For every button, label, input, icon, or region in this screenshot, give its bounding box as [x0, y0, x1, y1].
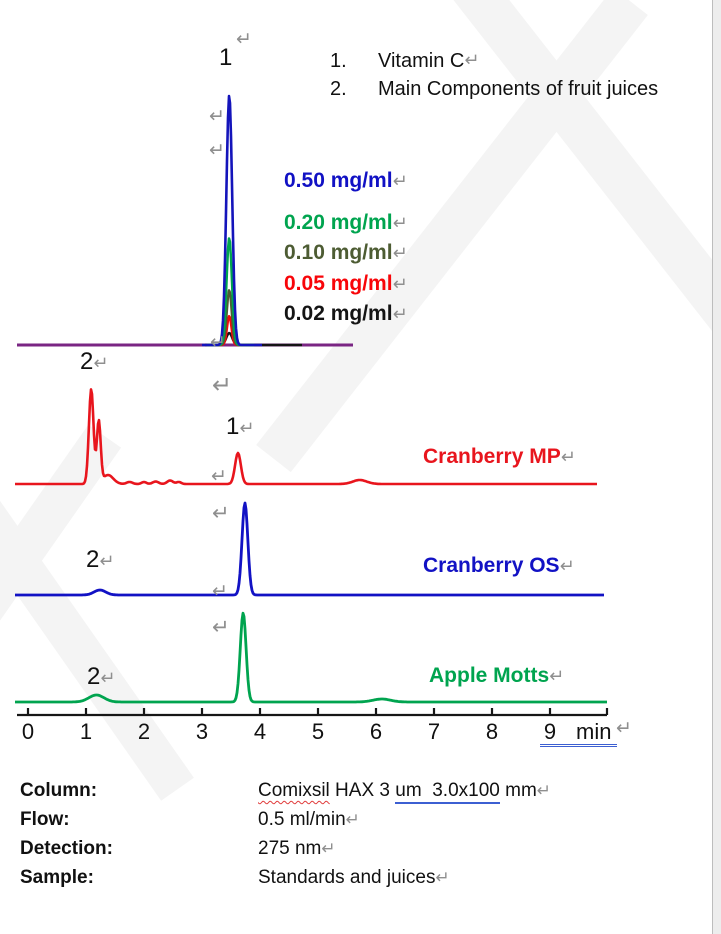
legend-text-vitamin-c: Vitamin C [378, 50, 465, 72]
sample-name: Cranberry OS [423, 554, 560, 577]
mp-peak1-label: 1↵ [226, 415, 254, 439]
return-mark-icon: ↵ [212, 502, 230, 525]
axis-tick-label-4: 4 [253, 719, 267, 744]
sample-label-cranberry-mp: Cranberry MP↵ [423, 446, 576, 467]
legend-line-1: 1. Vitamin C ↵ [330, 50, 479, 73]
axis-tick-label-5: 5 [311, 719, 325, 744]
return-mark-icon: ↵ [392, 304, 408, 324]
return-mark-icon: ↵ [559, 556, 575, 576]
return-mark-icon: ↵ [236, 29, 252, 50]
axis-unit-label: min [576, 719, 612, 744]
concentration-label-010: 0.10 mg/ml↵ [284, 242, 408, 263]
return-mark-icon: ↵ [209, 140, 225, 161]
trace-cranberry-mp [14, 388, 598, 486]
concentration-text: 0.20 mg/ml [284, 211, 393, 234]
info-value-part: 0.5 ml/min [258, 809, 346, 830]
return-mark-icon: ↵ [345, 810, 360, 829]
sample-label-apple-motts: Apple Motts↵ [429, 665, 564, 686]
concentration-text: 0.02 mg/ml [284, 302, 393, 325]
legend-line-2: 2. Main Components of fruit juices [330, 78, 712, 101]
grammar-underline [540, 744, 617, 747]
return-mark-icon: ↵ [239, 418, 255, 438]
info-label: Flow: [20, 809, 70, 830]
return-mark-icon: ↵ [549, 666, 565, 686]
return-mark-icon: ↵ [93, 353, 109, 373]
standards-peak-label: 1 [219, 44, 233, 71]
info-label: Detection: [20, 838, 113, 859]
axis-tick-label-2: 2 [137, 719, 151, 744]
axis-tick-label-3: 3 [195, 719, 209, 744]
concentration-label-005: 0.05 mg/ml↵ [284, 273, 408, 294]
return-mark-icon: ↵ [392, 243, 408, 263]
info-label: Column: [20, 780, 98, 801]
trace-std-0-50 [201, 94, 263, 347]
axis-tick-label-1: 1 [79, 719, 93, 744]
return-mark-icon: ↵ [100, 668, 116, 688]
info-value-part: um 3.0x100 [395, 780, 500, 804]
concentration-label-002: 0.02 mg/ml↵ [284, 303, 408, 324]
axis-tick-label-0: 0 [21, 719, 35, 744]
trace-apple-motts [14, 611, 608, 704]
info-value-part: HAX 3 [329, 780, 396, 801]
return-mark-icon: ↵ [210, 332, 226, 353]
info-row-flow: Flow: 0.5 ml/min↵ [20, 809, 710, 831]
axis-tick-label-9: 9 [543, 719, 557, 744]
return-mark-icon: ↵ [616, 718, 632, 739]
info-row-column: Column: Comixsil HAX 3 um 3.0x100 mm↵ [20, 780, 710, 804]
info-value-part: mm [499, 780, 537, 801]
sample-name: Cranberry MP [423, 445, 561, 468]
info-row-sample: Sample: Standards and juices↵ [20, 867, 710, 889]
return-mark-icon: ↵ [435, 868, 450, 887]
peak-number: 1 [226, 413, 240, 440]
return-mark-icon: ↵ [392, 171, 408, 191]
concentration-text: 0.10 mg/ml [284, 241, 393, 264]
peak-number: 2 [86, 546, 100, 573]
return-mark-icon: ↵ [536, 781, 552, 800]
return-mark-icon: ↵ [560, 447, 576, 467]
info-value-part: 275 nm [258, 838, 322, 859]
concentration-label-020: 0.20 mg/ml↵ [284, 212, 408, 233]
return-mark-icon: ↵ [212, 581, 228, 602]
info-row-detection: Detection: 275 nm↵ [20, 838, 710, 860]
concentration-text: 0.05 mg/ml [284, 272, 393, 295]
return-mark-icon: ↵ [392, 274, 408, 294]
axis-tick-label-7: 7 [427, 719, 441, 744]
info-value-part: Comixsil [258, 780, 330, 801]
trace-cranberry-os [14, 501, 605, 597]
legend-text-main-components: Main Components of fruit juices [378, 78, 659, 100]
return-mark-icon: ↵ [321, 839, 336, 858]
axis-tick-label-8: 8 [485, 719, 499, 744]
sample-name: Apple Motts [429, 664, 550, 687]
time-axis [17, 708, 609, 717]
legend-number: 1. [330, 50, 347, 72]
info-label: Sample: [20, 867, 94, 888]
concentration-text: 0.50 mg/ml [284, 169, 393, 192]
mp-peak2-label: 2↵ [80, 350, 108, 374]
os-peak2-label: 2↵ [86, 548, 114, 572]
sample-label-cranberry-os: Cranberry OS↵ [423, 555, 575, 576]
legend-number: 2. [330, 78, 347, 100]
peak-number: 2 [87, 663, 101, 690]
return-mark-icon: ↵ [464, 50, 480, 70]
am-peak2-label: 2↵ [87, 665, 115, 689]
info-value-part: Standards and juices [258, 867, 436, 888]
return-mark-icon: ↵ [209, 106, 225, 127]
return-mark-icon: ↵ [392, 213, 408, 233]
return-mark-icon: ↵ [211, 466, 227, 487]
peak-number: 2 [80, 348, 94, 375]
axis-tick-label-6: 6 [369, 719, 383, 744]
return-mark-icon: ↵ [212, 616, 230, 639]
return-mark-icon: ↵ [99, 551, 115, 571]
concentration-label-050: 0.50 mg/ml↵ [284, 170, 408, 191]
page-edge-strip [712, 0, 721, 934]
return-mark-icon: ↵ [212, 372, 233, 399]
